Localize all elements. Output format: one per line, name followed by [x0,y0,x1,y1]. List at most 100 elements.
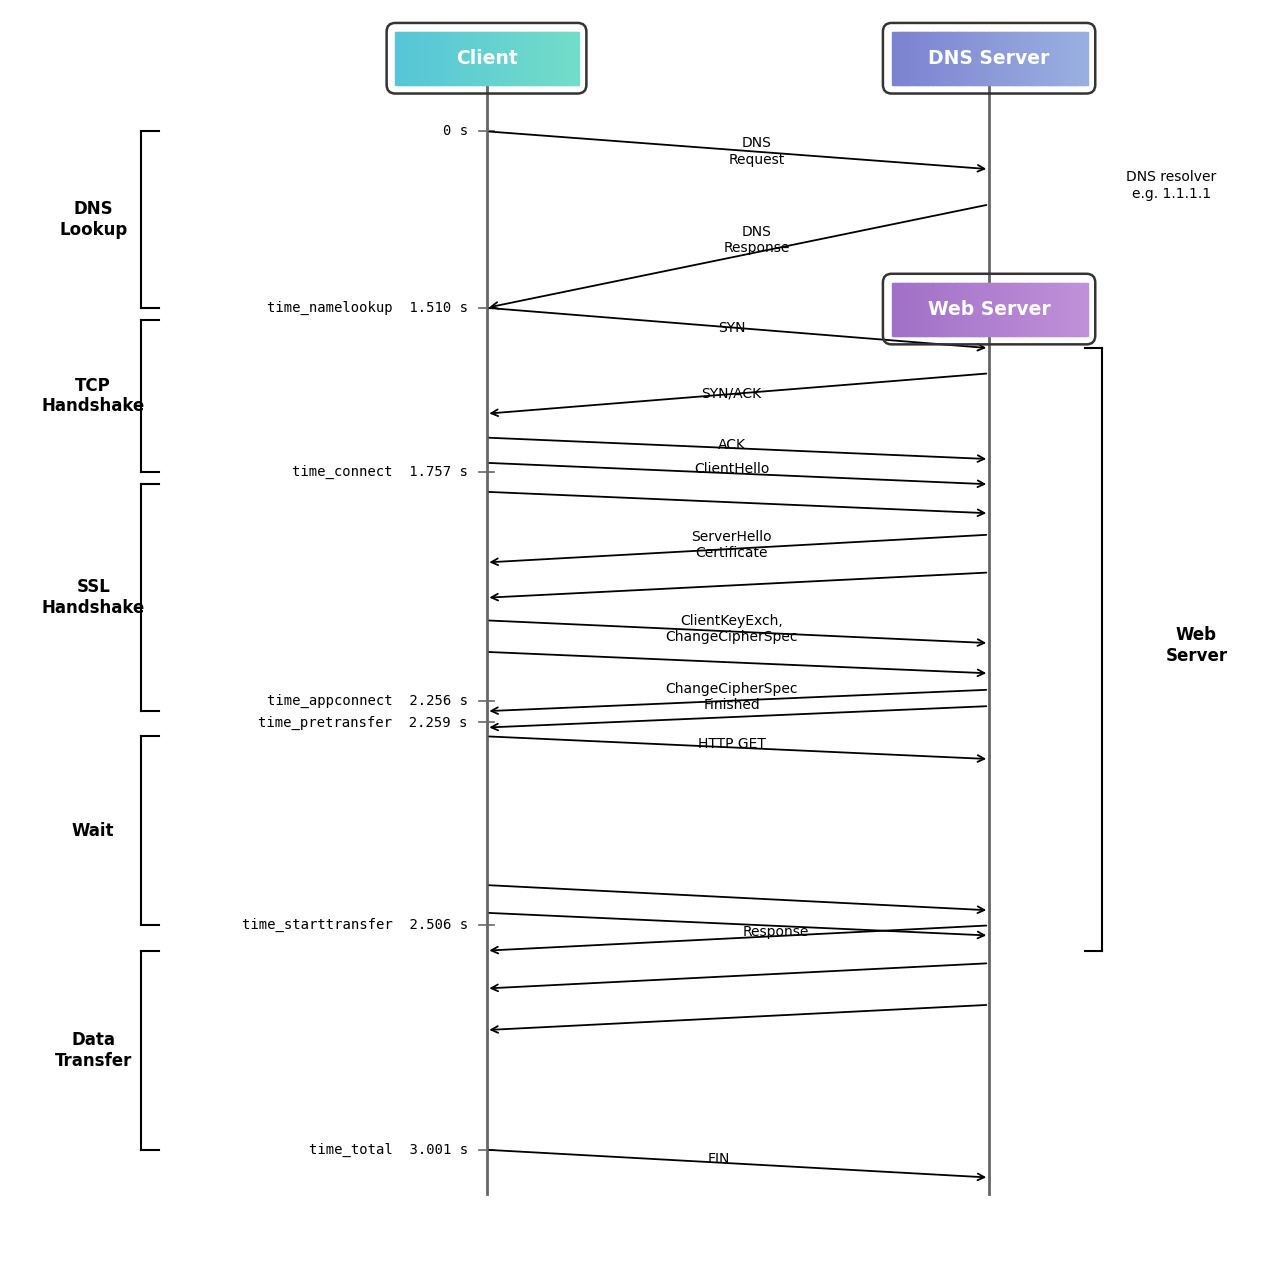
Bar [416,32,419,85]
Bar [967,32,970,85]
Bar [998,32,1002,85]
Bar [443,32,447,85]
Bar [998,282,1002,335]
Bar [1071,32,1075,85]
Bar [1026,282,1030,335]
Bar [1069,32,1073,85]
Bar [502,32,506,85]
Bar [432,32,435,85]
Bar [1016,282,1020,335]
Bar [459,32,463,85]
Bar [570,32,574,85]
Bar [403,32,406,85]
Bar [550,32,554,85]
Bar [1021,282,1025,335]
Text: 0 s: 0 s [443,124,468,138]
Bar [423,32,427,85]
Bar [434,32,438,85]
Bar [1016,32,1020,85]
Bar [919,32,923,85]
Bar [909,282,912,335]
Bar [892,32,896,85]
Bar [1050,32,1054,85]
Bar [964,32,968,85]
Bar [967,282,970,335]
Bar [398,32,401,85]
Bar [1058,282,1061,335]
Bar [930,282,934,335]
Bar [926,282,930,335]
Bar [555,32,558,85]
Bar [953,32,957,85]
Bar [960,32,964,85]
Bar [1023,32,1027,85]
Bar [487,32,490,85]
Bar [1060,32,1064,85]
Text: Client: Client [456,48,517,68]
Bar [896,282,900,335]
Bar [491,32,495,85]
Bar [1042,282,1046,335]
Bar [437,32,440,85]
Bar [972,32,976,85]
Bar [997,282,1000,335]
Text: time_namelookup  1.510 s: time_namelookup 1.510 s [266,301,468,315]
Bar [488,32,492,85]
Bar [1053,282,1056,335]
Bar [979,282,983,335]
Bar [989,32,993,85]
Bar [987,282,991,335]
Bar [916,32,920,85]
Bar [1018,282,1022,335]
Bar [953,282,957,335]
Bar [482,32,486,85]
Bar [982,32,986,85]
Bar [979,32,983,85]
Bar [989,282,993,335]
Bar [1003,282,1007,335]
Bar [1006,282,1010,335]
Bar [514,32,517,85]
Bar [914,32,917,85]
Bar [1021,32,1025,85]
Bar [930,32,934,85]
Bar [533,32,535,85]
Bar [1026,32,1030,85]
Bar [1050,282,1054,335]
Bar [429,32,433,85]
Bar [530,32,534,85]
Bar [901,32,905,85]
Bar [948,32,952,85]
Bar [895,282,897,335]
Bar [1018,32,1022,85]
Text: DNS resolver
e.g. 1.1.1.1: DNS resolver e.g. 1.1.1.1 [1126,171,1217,200]
Bar [425,32,429,85]
Bar [496,32,500,85]
Bar [992,282,996,335]
Bar [895,32,897,85]
Bar [935,32,939,85]
Text: SSL
Handshake: SSL Handshake [42,579,145,617]
Text: ClientHello: ClientHello [694,462,770,476]
Bar [916,282,920,335]
Bar [440,32,444,85]
Bar [1071,282,1075,335]
Bar [901,282,905,335]
Bar [1084,282,1088,335]
Bar [1023,282,1027,335]
Bar [994,282,998,335]
Text: time_connect  1.757 s: time_connect 1.757 s [292,465,468,479]
Bar [564,32,568,85]
Bar [992,32,996,85]
Bar [929,32,931,85]
Bar [911,32,915,85]
Bar [406,32,410,85]
Bar [984,282,988,335]
Bar [428,32,430,85]
Bar [958,32,962,85]
Bar [507,32,511,85]
Bar [1066,282,1070,335]
Bar [938,282,941,335]
Bar [521,32,524,85]
Bar [493,32,497,85]
